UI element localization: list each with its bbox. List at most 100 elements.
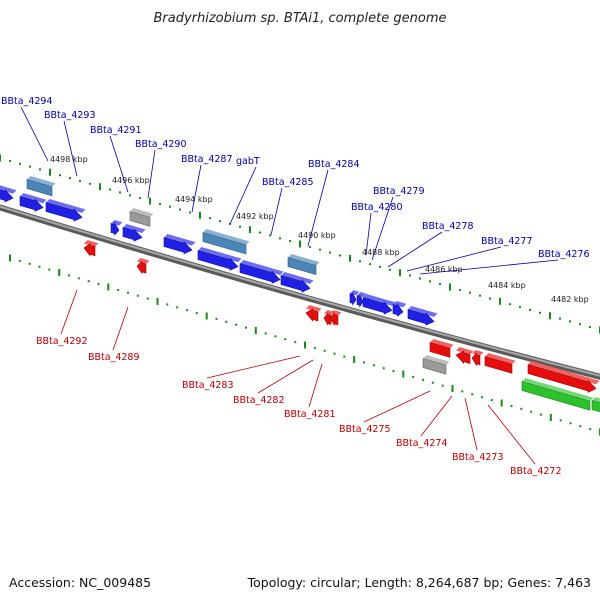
tick-mark-lower	[471, 393, 474, 396]
leader-line	[419, 259, 559, 275]
tick-mark-upper	[529, 308, 531, 311]
tick-mark-lower	[461, 390, 464, 393]
tick-mark-upper	[469, 291, 471, 294]
gene-glyph	[287, 254, 320, 275]
tick-mark-upper	[379, 265, 381, 268]
tick-mark-upper	[189, 211, 191, 214]
tick-mark-upper	[589, 326, 591, 329]
gene-glyph	[305, 305, 322, 322]
tick-mark-upper	[179, 208, 181, 211]
gene-glyph	[323, 310, 335, 326]
tick-mark-lower	[156, 298, 159, 305]
gene-label-reverse: BBta_4289	[88, 352, 140, 363]
gene-glyph	[527, 361, 600, 393]
tick-label: 4494 kbp	[175, 195, 213, 204]
tick-mark-upper	[369, 263, 371, 266]
tick-mark-lower	[353, 356, 356, 363]
gene-glyph	[591, 397, 600, 413]
gene-glyph	[239, 260, 284, 284]
gene-glyph	[197, 247, 242, 271]
tick-mark-lower	[530, 410, 533, 413]
tick-mark-lower	[87, 280, 90, 283]
tick-mark-lower	[245, 326, 247, 329]
tick-mark-lower	[490, 399, 493, 402]
leader-line	[257, 359, 314, 394]
tick-mark-lower	[146, 297, 149, 300]
tick-mark-lower	[58, 269, 61, 276]
leader-line	[420, 395, 453, 437]
tick-mark-upper	[349, 254, 351, 262]
tick-mark-lower	[38, 265, 41, 268]
tick-mark-upper	[39, 168, 41, 171]
leader-line	[308, 363, 323, 408]
gene-glyph	[471, 350, 484, 367]
tick-mark-upper	[489, 297, 491, 300]
gene-label-forward: BBta_4287	[181, 154, 233, 165]
gene-label-forward: BBta_4284	[308, 159, 360, 170]
tick-mark-upper	[169, 205, 171, 208]
tick-mark-lower	[569, 422, 572, 425]
tick-mark-upper	[389, 268, 391, 271]
gene-label-forward: BBta_4280	[351, 202, 403, 213]
gene-glyph	[349, 290, 360, 306]
tick-mark-lower	[205, 312, 208, 320]
gene-label-forward: BBta_4290	[135, 139, 187, 150]
gene-label-reverse: BBta_4282	[233, 395, 285, 406]
tick-mark-lower	[68, 274, 70, 277]
tick-mark-lower	[28, 262, 31, 265]
tick-mark-lower	[323, 349, 326, 352]
tick-mark-upper	[329, 251, 331, 254]
tick-mark-upper	[9, 159, 11, 162]
tick-mark-upper	[439, 283, 441, 286]
tick-mark-upper	[459, 288, 461, 291]
tick-mark-lower	[176, 306, 179, 309]
tick-mark-lower	[294, 341, 297, 344]
map-title: Bradyrhizobium sp. BTAi1, complete genom…	[153, 11, 446, 26]
gene-glyph	[122, 224, 146, 242]
tick-mark-upper	[79, 179, 81, 182]
accession-text: Accession: NC_009485	[9, 575, 151, 590]
tick-mark-upper	[399, 269, 401, 277]
gene-glyph	[455, 347, 474, 365]
tick-mark-upper	[289, 240, 291, 243]
tick-mark-upper	[119, 191, 121, 194]
gene-glyph	[83, 240, 99, 257]
tick-mark-lower	[549, 414, 552, 421]
tick-mark-lower	[284, 338, 287, 341]
tick-layer: 4498 kbp 4496 kbp 4494 kbp 4492 kbp 4490 kbp…	[0, 154, 600, 436]
tick-mark-lower	[412, 375, 415, 378]
tick-mark-upper	[109, 188, 111, 191]
tick-mark-upper	[549, 312, 551, 320]
tick-mark-upper	[579, 323, 581, 326]
gene-glyph	[392, 301, 407, 317]
tick-mark-lower	[431, 381, 434, 384]
tick-mark-lower	[48, 268, 51, 271]
gene-label-forward: BBta_4293	[44, 110, 96, 121]
tick-mark-upper	[359, 260, 361, 263]
tick-mark-upper	[309, 245, 311, 248]
tick-mark-upper	[159, 202, 161, 205]
gene-glyph	[45, 199, 86, 222]
tick-mark-upper	[559, 317, 561, 320]
gene-label-reverse: BBta_4272	[510, 466, 562, 477]
gene-glyph	[110, 220, 123, 236]
tick-mark-upper	[0, 154, 1, 162]
tick-mark-lower	[559, 419, 562, 422]
gene-label-reverse: BBta_4292	[36, 336, 88, 347]
gene-glyph	[356, 292, 367, 308]
leader-line	[464, 397, 478, 451]
tick-mark-upper	[249, 226, 251, 234]
tick-label: 4490 kbp	[298, 231, 336, 240]
tick-mark-upper	[449, 283, 451, 291]
leader-line	[229, 166, 257, 225]
gene-label-forward: BBta_4279	[373, 186, 425, 197]
tick-mark-lower	[402, 370, 405, 378]
tick-mark-lower	[18, 259, 21, 262]
tick-mark-lower	[451, 385, 454, 392]
leader-line	[365, 212, 372, 256]
tick-mark-lower	[225, 320, 228, 323]
tick-mark-lower	[215, 317, 218, 320]
gene-label-reverse: BBta_4283	[182, 380, 234, 391]
tick-mark-lower	[264, 332, 267, 335]
tick-mark-upper	[29, 165, 31, 168]
